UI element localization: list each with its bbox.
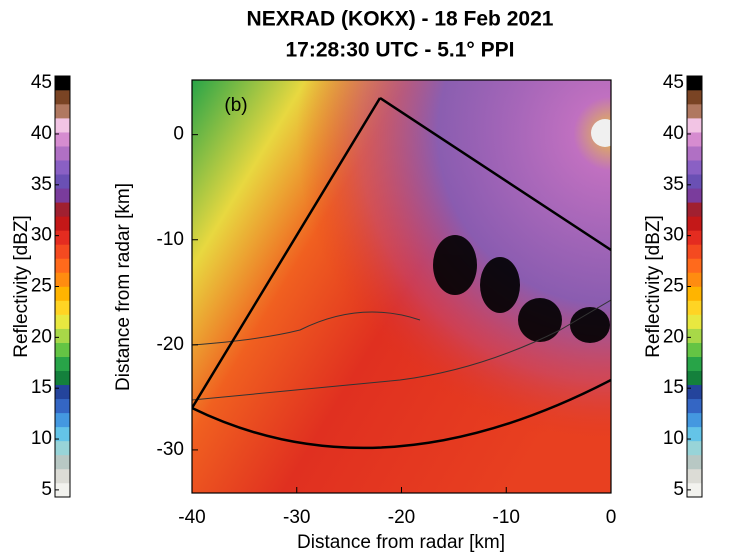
chart-subtitle: 17:28:30 UTC - 5.1° PPI bbox=[286, 39, 515, 62]
colorbar-swatch bbox=[55, 398, 70, 414]
colorbar-tick-label: 40 bbox=[663, 123, 684, 144]
colorbar-tick-label: 45 bbox=[663, 72, 684, 93]
colorbar-swatch bbox=[687, 328, 702, 343]
colorbar-swatch bbox=[687, 286, 702, 301]
x-tick-label: 0 bbox=[606, 507, 617, 528]
colorbar-swatch bbox=[687, 188, 702, 203]
x-axis-label: Distance from radar [km] bbox=[297, 532, 505, 553]
colorbar-swatch bbox=[687, 272, 702, 287]
colorbar-swatch bbox=[55, 454, 70, 470]
colorbar-swatch bbox=[55, 272, 70, 287]
colorbar-swatch bbox=[687, 118, 702, 133]
colorbar-swatch bbox=[55, 104, 70, 119]
colorbar-swatch bbox=[687, 440, 702, 456]
colorbar-tick-label: 30 bbox=[663, 225, 684, 246]
colorbar-swatch bbox=[687, 132, 702, 147]
colorbar-swatch bbox=[687, 76, 702, 91]
colorbar-swatch bbox=[687, 174, 702, 189]
colorbar-swatch bbox=[55, 216, 70, 231]
colorbar-swatch bbox=[687, 146, 702, 161]
colorbar-swatch bbox=[687, 370, 702, 386]
colorbar-swatch bbox=[55, 118, 70, 133]
colorbar-swatch bbox=[55, 188, 70, 203]
colorbar-swatch bbox=[55, 300, 70, 315]
colorbar-swatch bbox=[55, 412, 70, 428]
colorbar-swatch bbox=[55, 132, 70, 147]
x-tick-label: -20 bbox=[388, 507, 415, 528]
colorbar-tick-label: 35 bbox=[663, 174, 684, 195]
colorbar-swatch bbox=[55, 244, 70, 259]
x-tick-label: -40 bbox=[178, 507, 205, 528]
colorbar-swatch bbox=[687, 426, 702, 442]
colorbar-swatch bbox=[687, 314, 702, 329]
x-tick-label: -10 bbox=[493, 507, 520, 528]
y-axis-label: Distance from radar [km] bbox=[113, 183, 134, 391]
colorbar-swatch bbox=[687, 300, 702, 315]
colorbar-swatch bbox=[687, 468, 702, 484]
colorbar-swatch bbox=[55, 76, 70, 91]
colorbar-swatch bbox=[55, 174, 70, 189]
colorbar-swatch bbox=[687, 160, 702, 175]
colorbar-label: Reflectivity [dBZ] bbox=[11, 215, 32, 358]
colorbar-swatch bbox=[687, 202, 702, 217]
colorbar-swatch bbox=[687, 412, 702, 428]
colorbar-swatch bbox=[687, 216, 702, 231]
colorbar-swatch bbox=[55, 342, 70, 357]
colorbar-tick-label: 20 bbox=[663, 326, 684, 347]
colorbar-swatch bbox=[55, 370, 70, 386]
colorbar-swatch bbox=[687, 104, 702, 119]
colorbar-swatch bbox=[687, 356, 702, 371]
colorbar-swatch bbox=[687, 258, 702, 273]
colorbar-swatch bbox=[55, 384, 70, 400]
colorbar-tick-label: 20 bbox=[31, 326, 52, 347]
colorbar-swatch bbox=[55, 230, 70, 245]
colorbar-swatch bbox=[55, 468, 70, 484]
colorbar-swatch bbox=[687, 454, 702, 470]
colorbar-swatch bbox=[55, 356, 70, 371]
colorbar-tick-label: 10 bbox=[663, 428, 684, 449]
colorbar-swatch bbox=[55, 314, 70, 329]
colorbar-swatch bbox=[687, 230, 702, 245]
panel-label: (b) bbox=[224, 95, 247, 116]
colorbar-tick-label: 35 bbox=[31, 174, 52, 195]
colorbar-tick-label: 15 bbox=[31, 377, 52, 398]
y-tick-label: -10 bbox=[157, 229, 184, 250]
colorbar-label: Reflectivity [dBZ] bbox=[643, 215, 664, 358]
chart-title: NEXRAD (KOKX) - 18 Feb 2021 bbox=[247, 8, 554, 31]
colorbar-swatch bbox=[687, 384, 702, 400]
colorbar-tick-label: 10 bbox=[31, 428, 52, 449]
colorbar-swatch bbox=[55, 90, 70, 105]
colorbar-tick-label: 25 bbox=[31, 276, 52, 297]
colorbar-tick-label: 30 bbox=[31, 225, 52, 246]
colorbar-swatch bbox=[55, 328, 70, 343]
colorbar-tick-label: 45 bbox=[31, 72, 52, 93]
colorbar-tick-label: 25 bbox=[663, 276, 684, 297]
colorbar-swatch bbox=[687, 482, 702, 498]
colorbar-swatch bbox=[55, 146, 70, 161]
colorbar-tick-label: 15 bbox=[663, 377, 684, 398]
colorbar-swatch bbox=[687, 342, 702, 357]
colorbar-swatch bbox=[55, 440, 70, 456]
colorbar-swatch bbox=[55, 258, 70, 273]
colorbar-swatch bbox=[55, 426, 70, 442]
colorbar-swatch bbox=[687, 244, 702, 259]
colorbar-swatch bbox=[687, 398, 702, 414]
x-tick-label: -30 bbox=[283, 507, 310, 528]
colorbar-tick-label: 5 bbox=[673, 479, 684, 500]
y-tick-label: -20 bbox=[157, 334, 184, 355]
y-tick-label: -30 bbox=[157, 439, 184, 460]
y-tick-label: 0 bbox=[173, 124, 184, 145]
reflectivity-field bbox=[192, 80, 611, 493]
colorbar-swatch bbox=[55, 482, 70, 498]
colorbar-tick-label: 5 bbox=[41, 479, 52, 500]
colorbar-swatch bbox=[55, 160, 70, 175]
colorbar-swatch bbox=[55, 202, 70, 217]
colorbar-swatch bbox=[55, 286, 70, 301]
colorbar-tick-label: 40 bbox=[31, 123, 52, 144]
colorbar-swatch bbox=[687, 90, 702, 105]
